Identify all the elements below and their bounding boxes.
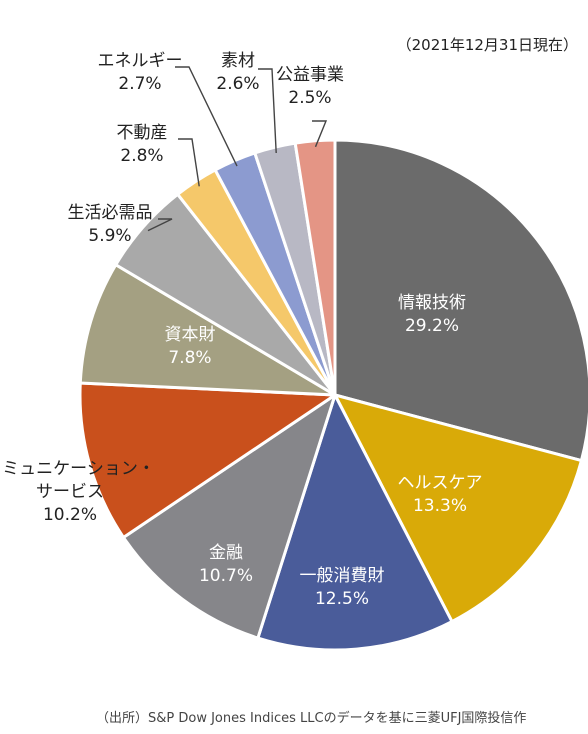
- pie-slice-5: [78, 381, 337, 539]
- slice-name-label: 金融: [209, 543, 243, 563]
- slice-name-label: 生活必需品: [68, 203, 153, 223]
- pie-slices: [78, 138, 588, 652]
- pie-slice-3: [256, 393, 454, 652]
- slice-name-label: 資本財: [165, 325, 216, 345]
- slice-name-label: コミュニケーション・: [0, 459, 155, 479]
- leader-line-11: [312, 120, 328, 148]
- slice-name-label: 公益事業: [276, 65, 344, 85]
- slice-value-label: 12.5%: [315, 589, 369, 609]
- leader-line-7: [147, 218, 173, 232]
- pie-slice-11: [293, 138, 337, 397]
- pie-slice-2: [333, 393, 583, 624]
- pie-slice-1: [333, 138, 588, 463]
- slice-value-label: 10.7%: [199, 566, 253, 586]
- slice-value-label: 10.2%: [43, 505, 97, 525]
- slice-name-label: 不動産: [117, 123, 168, 143]
- slice-labels: 情報技術 29.2% ヘルスケア 13.3% 一般消費財 12.5% 金融 10.7% コミュニ…: [0, 51, 483, 609]
- leader-line-8: [178, 138, 200, 187]
- leader-lines: [147, 66, 328, 232]
- slice-name-label: 情報技術: [398, 293, 466, 313]
- pie-slice-4: [121, 393, 337, 640]
- slice-value-label: 7.8%: [168, 348, 211, 368]
- slice-value-label: 2.6%: [216, 74, 259, 94]
- slice-value-label: 2.5%: [288, 88, 331, 108]
- source-note: （出所）S&P Dow Jones Indices LLCのデータを基に三菱UF…: [96, 710, 526, 726]
- slice-name-label: エネルギー: [98, 51, 183, 71]
- slice-value-label: 2.8%: [120, 146, 163, 166]
- leader-line-10: [258, 68, 277, 154]
- slice-value-label: 29.2%: [405, 316, 459, 336]
- slice-value-label: 5.9%: [88, 226, 131, 246]
- slice-name-label: サービス: [36, 482, 104, 502]
- slice-name-label: 素材: [221, 51, 255, 71]
- leader-line-9: [175, 66, 238, 167]
- date-note: （2021年12月31日現在）: [397, 36, 578, 54]
- slice-value-label: 13.3%: [413, 496, 467, 516]
- pie-slice-6: [78, 263, 337, 397]
- slice-name-label: ヘルスケア: [398, 473, 483, 493]
- slice-name-label: 一般消費財: [300, 566, 385, 586]
- slice-value-label: 2.7%: [118, 74, 161, 94]
